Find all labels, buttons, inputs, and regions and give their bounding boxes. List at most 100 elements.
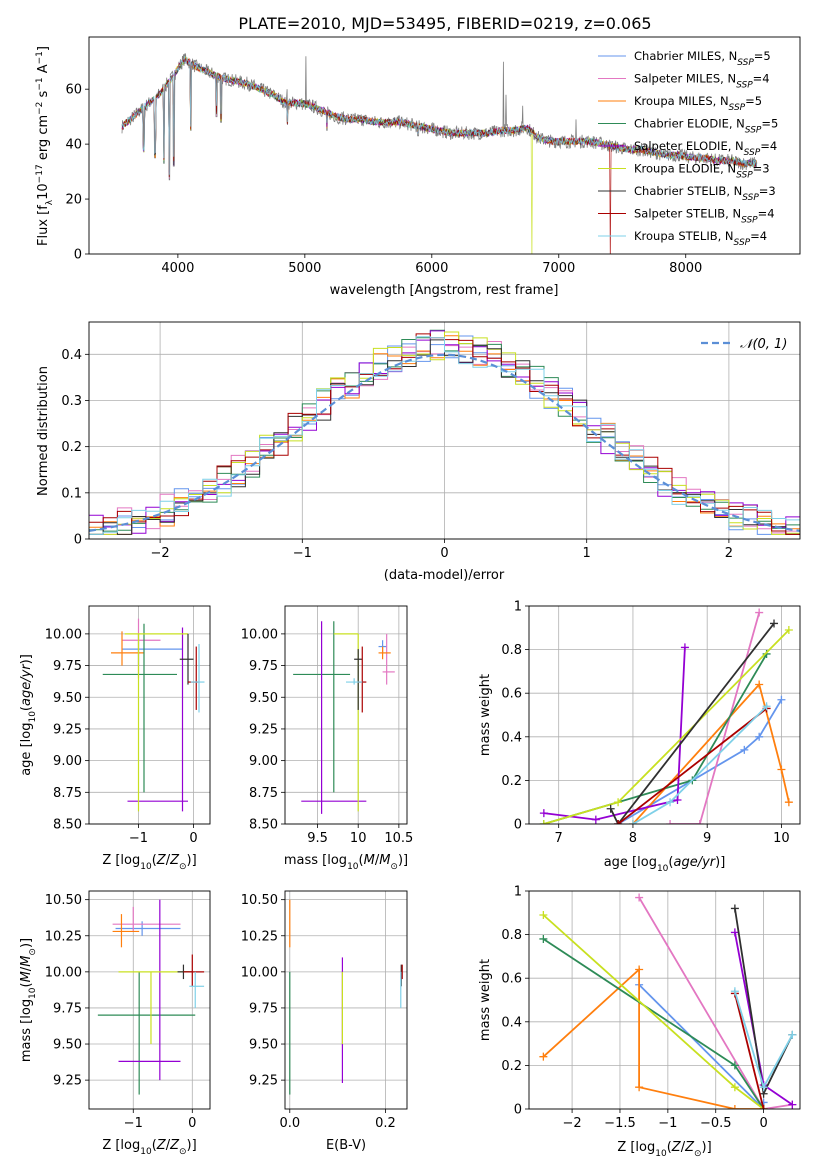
- weight-marker: [673, 796, 682, 805]
- weight-marker: [539, 934, 548, 943]
- x-tick-label: 7000: [542, 261, 575, 276]
- weight-marker: [784, 798, 793, 807]
- y-tick-label: 10.00: [241, 965, 278, 980]
- x-tick-label: −1: [129, 831, 148, 846]
- weight-line-salpeter-miles: [638, 897, 793, 1109]
- figure-title: PLATE=2010, MJD=53495, FIBERID=0219, z=0…: [238, 14, 651, 33]
- y-tick-label: 0.1: [61, 486, 82, 501]
- y-tick-label: 0.2: [501, 1059, 522, 1074]
- x-tick-label: 9: [703, 831, 711, 846]
- y-tick-label: 9.50: [53, 691, 82, 706]
- plot-residuals: −2 −1 0 1 2 0 0.1 0.2 0.3 0.4 (data-model)/error No…: [36, 321, 801, 583]
- y-tick-label: 8.50: [249, 818, 278, 833]
- x-tick-label: 1: [583, 546, 591, 561]
- weight-marker: [614, 798, 623, 807]
- plot-area-age-vs-Z: [102, 618, 205, 812]
- weight-marker: [614, 820, 623, 824]
- y-tick-label: 10.25: [45, 929, 82, 944]
- plot-age-vs-mass: 9.5 10 10.5 8.50 8.75 9.00 9.25 9.50 9.75 10.00 ma…: [241, 605, 413, 872]
- x-axis-label: (data-model)/error: [384, 568, 505, 583]
- y-axis-label: Normed distribution: [36, 366, 51, 496]
- y-tick-label: 0: [74, 248, 82, 263]
- y-tick-label: 9.25: [249, 1074, 278, 1089]
- weight-line-salpeter-stelib: [734, 993, 765, 1109]
- weight-line-kroupa-miles: [542, 967, 764, 1109]
- weight-marker: [777, 765, 786, 774]
- legend: Chabrier MILES, NSSP=5 Salpeter MILES, NS…: [598, 49, 778, 248]
- x-tick-label: 8: [629, 831, 637, 846]
- y-tick-label: 8.50: [53, 818, 82, 833]
- axes-frame: [88, 605, 211, 825]
- weight-marker: [770, 619, 779, 628]
- plot-mass-vs-Z: −1 0 9.25 9.50 9.75 10.00 10.25 10.50 Z [log10(Z…: [19, 890, 211, 1157]
- x-tick-label: 10: [350, 831, 367, 846]
- x-tick-label: 9.5: [307, 831, 328, 846]
- y-tick-label: 9.75: [53, 659, 82, 674]
- y-tick-label: 8.75: [249, 786, 278, 801]
- y-tick-label: 10.00: [45, 965, 82, 980]
- y-tick-label: 0.2: [501, 774, 522, 789]
- legend-label: Kroupa STELIB, NSSP=4: [634, 229, 767, 248]
- x-tick-label: −2: [563, 1116, 582, 1131]
- x-tick-label: 7: [555, 831, 563, 846]
- y-tick-label: 0.4: [501, 1015, 522, 1030]
- y-tick-label: 9.00: [53, 754, 82, 769]
- normal-curve: [89, 353, 800, 532]
- weight-marker: [730, 987, 739, 996]
- axes-frame: [284, 890, 408, 1110]
- y-tick-label: 10.00: [241, 627, 278, 642]
- histogram-kroupa-stelib: [89, 336, 800, 535]
- y-tick-label: 0.6: [501, 972, 522, 987]
- legend-label: Chabrier ELODIE, NSSP=5: [634, 117, 778, 136]
- y-tick-label: 9.25: [53, 722, 82, 737]
- x-tick-label: 0.0: [279, 1116, 300, 1131]
- axes-frame: [528, 605, 801, 825]
- y-axis-label: mass weight: [478, 959, 493, 1041]
- y-tick-label: 9.50: [53, 1038, 82, 1053]
- plot-weight-vs-age: 7 8 9 10 0 0.2 0.4 0.6 0.8 1 age [log10(age/yr)] ma…: [478, 600, 801, 874]
- x-tick-label: −1: [293, 546, 312, 561]
- plot-area-spectrum: [121, 53, 758, 254]
- y-tick-label: 9.25: [249, 722, 278, 737]
- weight-marker: [759, 1083, 768, 1092]
- y-tick-label: 10.00: [45, 627, 82, 642]
- y-tick-label: 9.75: [53, 1001, 82, 1016]
- legend-label: 𝒩(0, 1): [740, 337, 787, 352]
- x-axis-label: Z [log10(Z/Z⊙)]: [102, 853, 196, 872]
- x-tick-label: 0: [189, 831, 197, 846]
- legend-label: Kroupa ELODIE, NSSP=3: [634, 162, 770, 181]
- x-tick-label: 0.2: [375, 1116, 396, 1131]
- axes-frame: [284, 605, 408, 825]
- legend-label: Salpeter ELODIE, NSSP=4: [634, 139, 777, 158]
- y-tick-label: 0: [514, 1103, 522, 1118]
- weight-line-salpeter-miles: [670, 612, 761, 824]
- weight-marker: [539, 820, 548, 824]
- x-tick-label: 5000: [288, 261, 321, 276]
- y-tick-label: 8.75: [53, 786, 82, 801]
- x-tick-label: 0: [759, 1116, 767, 1131]
- x-tick-label: 4000: [161, 261, 194, 276]
- weight-marker: [606, 804, 615, 813]
- weight-marker: [730, 1083, 739, 1092]
- weight-marker: [740, 745, 749, 754]
- y-tick-label: 20: [65, 193, 82, 208]
- plot-area-mass-vs-ebv: [289, 899, 403, 1095]
- y-tick-label: 0.3: [61, 394, 82, 409]
- weight-marker: [695, 820, 704, 824]
- plot-mass-vs-ebv: 0.0 0.2 9.25 9.50 9.75 10.00 10.25 10.50 E(B-V): [241, 890, 408, 1153]
- weight-marker: [680, 643, 689, 652]
- legend-label: Chabrier MILES, NSSP=5: [634, 49, 771, 68]
- y-axis-label: Flux [fλ10−17 erg cm−2 s−1 A−1]: [35, 46, 55, 246]
- plot-area-weight-vs-age: [539, 608, 793, 824]
- x-tick-label: −2: [151, 546, 170, 561]
- y-tick-label: 9.75: [249, 659, 278, 674]
- plot-area-mass-vs-Z: [97, 899, 205, 1095]
- weight-marker: [591, 815, 600, 824]
- x-tick-label: −0.5: [700, 1116, 732, 1131]
- x-axis-label: Z [log10(Z/Z⊙)]: [617, 1140, 711, 1159]
- weight-marker: [755, 608, 764, 617]
- weight-marker: [788, 1100, 797, 1109]
- weight-marker: [730, 904, 739, 913]
- axes-frame: [88, 890, 211, 1110]
- x-axis-label: wavelength [Angstrom, rest frame]: [330, 283, 559, 298]
